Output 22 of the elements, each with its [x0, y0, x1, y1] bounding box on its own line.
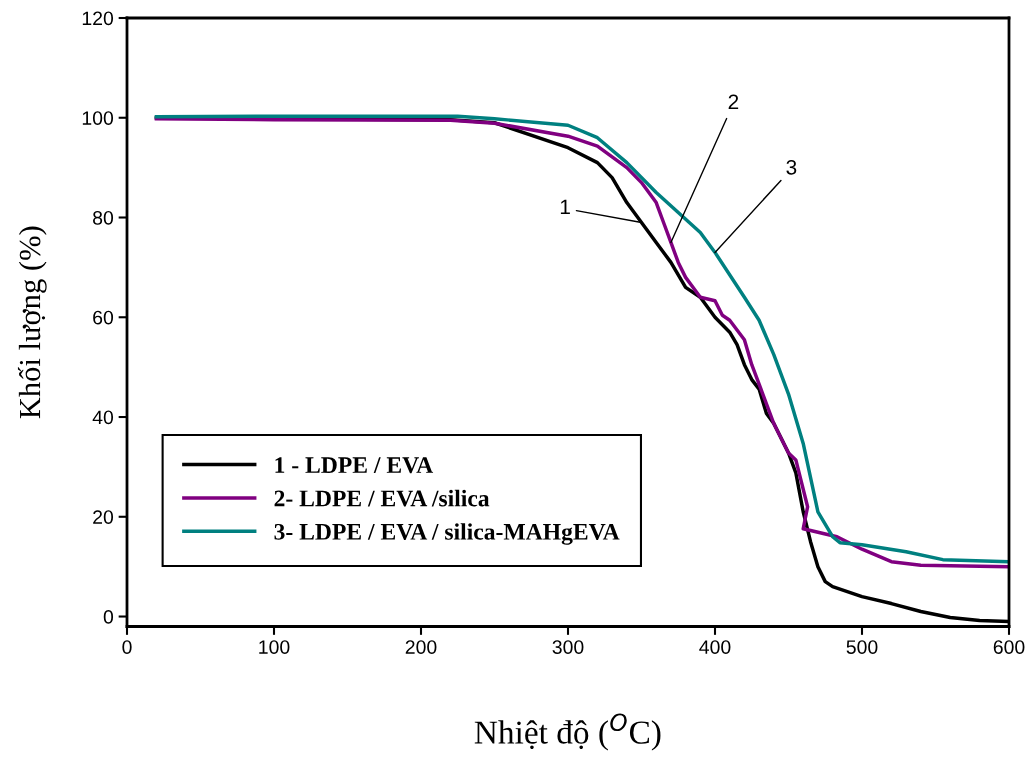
y-tick-label: 60 — [93, 310, 114, 325]
legend-label: 3- LDPE / EVA / silica-MAHgEVA — [274, 523, 620, 545]
legend-label: 2- LDPE / EVA /silica — [274, 489, 490, 507]
y-tick-label: 40 — [92, 410, 114, 425]
annotation: 1 — [560, 199, 570, 214]
y-axis-title: Khối lượng (%) — [17, 226, 47, 419]
y-tick-label: 0 — [103, 609, 114, 624]
x-tick-label: 0 — [122, 640, 132, 654]
x-tick-label: 100 — [259, 640, 290, 654]
annotation: 2 — [728, 94, 739, 109]
y-tick-label: 20 — [93, 510, 114, 525]
x-tick-label: 200 — [405, 640, 437, 654]
legend-label: 1 - LDPE / EVA — [275, 457, 434, 474]
x-tick-label: 600 — [993, 640, 1025, 654]
x-axis-title: Nhiệt độ ($^{O}$C) — [474, 713, 661, 751]
annotation: 3 — [786, 159, 797, 175]
x-tick-label: 500 — [846, 640, 878, 654]
y-tick-label: 80 — [93, 210, 114, 225]
x-tick-label: 300 — [552, 640, 584, 654]
y-tick-label: 100 — [82, 111, 114, 125]
x-tick-label: 400 — [699, 640, 731, 654]
y-tick-label: 120 — [82, 11, 114, 26]
